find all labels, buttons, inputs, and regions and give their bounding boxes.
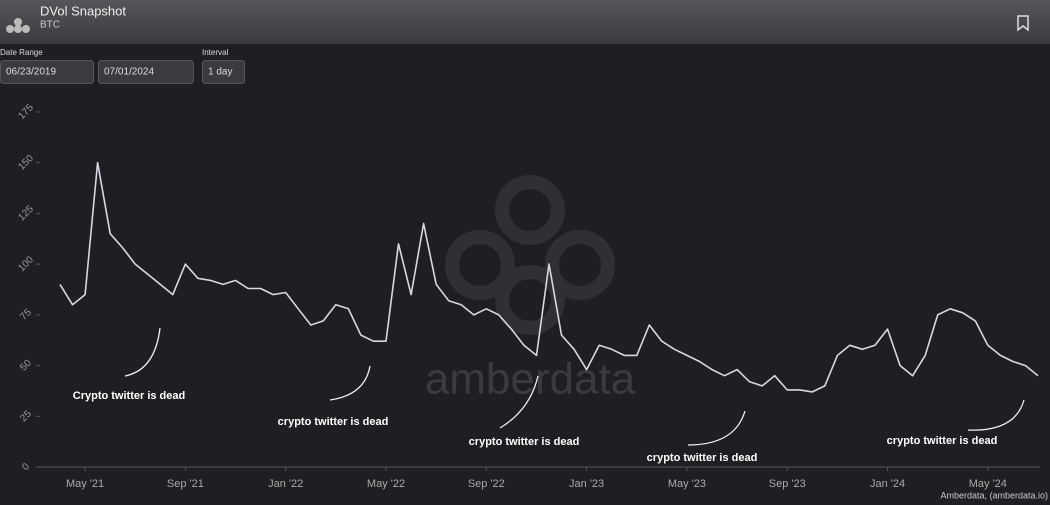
x-tick-label: Jan '23 (569, 478, 604, 490)
watermark-logo (445, 175, 615, 335)
x-tick-label: Jan '22 (268, 478, 303, 490)
x-tick-label: Sep '23 (769, 478, 806, 490)
title: DVol Snapshot (40, 3, 126, 18)
arrows (124, 327, 1025, 446)
annotation: crypto twitter is dead (647, 452, 758, 464)
dvol-line (59, 161, 1039, 393)
end-date-input[interactable] (98, 60, 194, 84)
bookmark-icon[interactable] (1017, 15, 1029, 32)
x-tick-label: Sep '21 (167, 478, 204, 490)
x-tick-label: May '22 (367, 478, 405, 490)
start-date-input[interactable] (0, 60, 94, 84)
interval-label: Interval (202, 48, 228, 57)
annotation: crypto twitter is dead (278, 416, 389, 428)
x-tick-label: May '21 (66, 478, 104, 490)
x-tick-label: May '24 (969, 478, 1007, 490)
interval-select[interactable] (202, 60, 245, 84)
date-range-label: Date Range (0, 48, 43, 57)
x-tick-label: Jan '24 (870, 478, 905, 490)
x-tick-label: Sep '22 (468, 478, 505, 490)
start-date: 06/23/2019 (6, 67, 56, 78)
credit: Amberdata, (amberdata.io) (940, 490, 1048, 500)
subtitle: BTC (40, 20, 60, 31)
x-tick-label: May '23 (668, 478, 706, 490)
interval: 1 day (208, 67, 232, 78)
logo (6, 18, 30, 33)
annotation: Crypto twitter is dead (73, 390, 185, 402)
annotation: crypto twitter is dead (469, 436, 580, 448)
end-date: 07/01/2024 (104, 67, 154, 78)
header-bar (0, 0, 1050, 44)
annotation: crypto twitter is dead (887, 435, 998, 447)
